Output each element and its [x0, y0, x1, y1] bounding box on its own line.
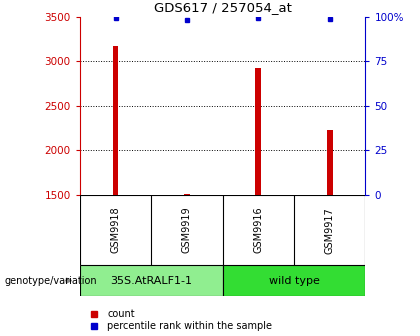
Bar	[184, 194, 190, 195]
Text: 35S.AtRALF1-1: 35S.AtRALF1-1	[110, 276, 192, 286]
Text: GSM9917: GSM9917	[325, 207, 335, 254]
Text: GSM9916: GSM9916	[253, 207, 263, 253]
Bar	[255, 68, 261, 195]
Text: wild type: wild type	[268, 276, 320, 286]
Text: genotype/variation: genotype/variation	[4, 276, 97, 286]
Text: GSM9918: GSM9918	[110, 207, 121, 253]
Title: GDS617 / 257054_at: GDS617 / 257054_at	[154, 1, 291, 14]
Bar	[80, 265, 223, 296]
Text: GSM9919: GSM9919	[182, 207, 192, 253]
Bar	[223, 265, 365, 296]
Bar	[327, 130, 333, 195]
Legend: count, percentile rank within the sample: count, percentile rank within the sample	[85, 309, 272, 331]
Bar	[113, 46, 118, 195]
